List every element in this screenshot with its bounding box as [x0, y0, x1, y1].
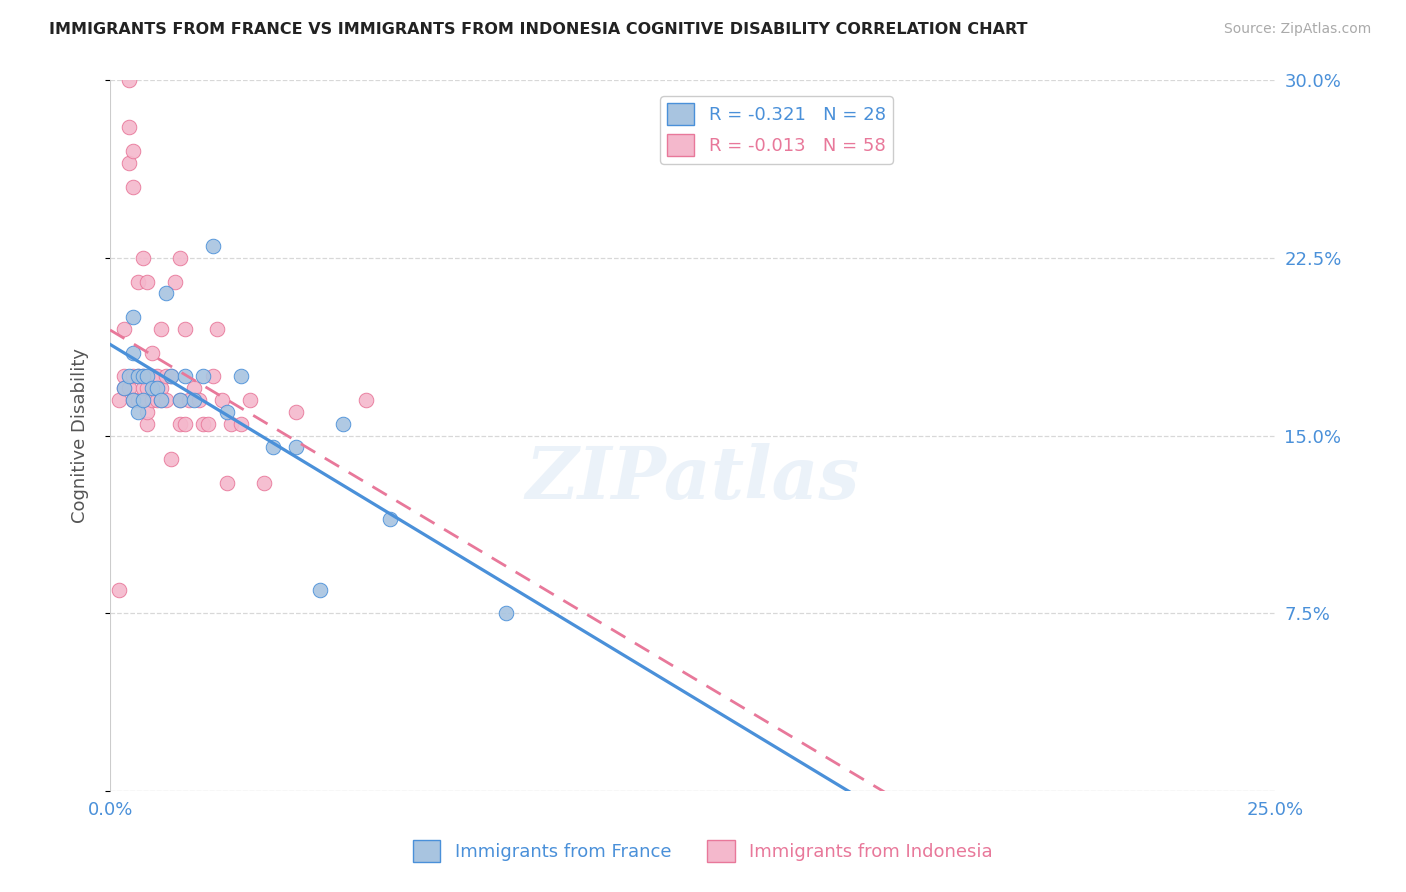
Point [112, 369, 135, 384]
Point [169, 393, 191, 408]
Point [201, 239, 224, 253]
Point [193, 369, 215, 384]
Point [141, 393, 163, 408]
Point [165, 275, 187, 289]
Point [127, 369, 149, 384]
Point [136, 417, 159, 431]
Point [131, 251, 153, 265]
Y-axis label: Cognitive Disability: Cognitive Disability [72, 348, 89, 523]
Point [173, 417, 195, 431]
Point [159, 369, 181, 384]
Point [145, 393, 167, 408]
Point [122, 393, 145, 408]
Point [131, 381, 153, 395]
Point [136, 275, 159, 289]
Point [159, 452, 181, 467]
Point [253, 476, 276, 491]
Point [112, 381, 135, 395]
Point [215, 405, 238, 419]
Point [285, 405, 308, 419]
Point [495, 607, 517, 621]
Point [159, 369, 181, 384]
Point [141, 369, 163, 384]
Point [262, 441, 284, 455]
Legend: R = -0.321   N = 28, R = -0.013   N = 58: R = -0.321 N = 28, R = -0.013 N = 58 [659, 96, 893, 163]
Point [145, 369, 167, 384]
Point [112, 322, 135, 336]
Text: Source: ZipAtlas.com: Source: ZipAtlas.com [1223, 22, 1371, 37]
Point [197, 417, 219, 431]
Point [193, 417, 215, 431]
Point [131, 393, 153, 408]
Point [183, 393, 205, 408]
Point [155, 393, 177, 408]
Point [118, 156, 141, 170]
Point [169, 251, 191, 265]
Point [308, 582, 330, 597]
Point [169, 417, 191, 431]
Point [179, 393, 201, 408]
Point [205, 322, 228, 336]
Point [122, 144, 145, 158]
Point [122, 345, 145, 359]
Point [145, 381, 167, 395]
Point [187, 393, 209, 408]
Point [122, 310, 145, 324]
Point [155, 286, 177, 301]
Point [239, 393, 262, 408]
Point [169, 393, 191, 408]
Point [229, 369, 252, 384]
Point [127, 275, 149, 289]
Point [150, 322, 173, 336]
Point [155, 369, 177, 384]
Point [108, 393, 131, 408]
Point [118, 120, 141, 135]
Point [112, 381, 135, 395]
Point [131, 393, 153, 408]
Text: IMMIGRANTS FROM FRANCE VS IMMIGRANTS FROM INDONESIA COGNITIVE DISABILITY CORRELA: IMMIGRANTS FROM FRANCE VS IMMIGRANTS FRO… [49, 22, 1028, 37]
Point [378, 511, 401, 525]
Text: ZIPatlas: ZIPatlas [526, 442, 859, 514]
Point [183, 381, 205, 395]
Point [211, 393, 233, 408]
Point [122, 369, 145, 384]
Point [108, 582, 131, 597]
Point [150, 393, 173, 408]
Point [136, 405, 159, 419]
Point [131, 369, 153, 384]
Legend: Immigrants from France, Immigrants from Indonesia: Immigrants from France, Immigrants from … [406, 833, 1000, 870]
Point [215, 476, 238, 491]
Point [122, 393, 145, 408]
Point [173, 322, 195, 336]
Point [201, 369, 224, 384]
Point [131, 369, 153, 384]
Point [136, 381, 159, 395]
Point [122, 179, 145, 194]
Point [127, 369, 149, 384]
Point [127, 405, 149, 419]
Point [127, 393, 149, 408]
Point [150, 393, 173, 408]
Point [118, 369, 141, 384]
Point [150, 381, 173, 395]
Point [141, 345, 163, 359]
Point [219, 417, 242, 431]
Point [141, 381, 163, 395]
Point [145, 381, 167, 395]
Point [136, 369, 159, 384]
Point [332, 417, 354, 431]
Point [356, 393, 378, 408]
Point [118, 73, 141, 87]
Point [118, 381, 141, 395]
Point [173, 369, 195, 384]
Point [285, 441, 308, 455]
Point [229, 417, 252, 431]
